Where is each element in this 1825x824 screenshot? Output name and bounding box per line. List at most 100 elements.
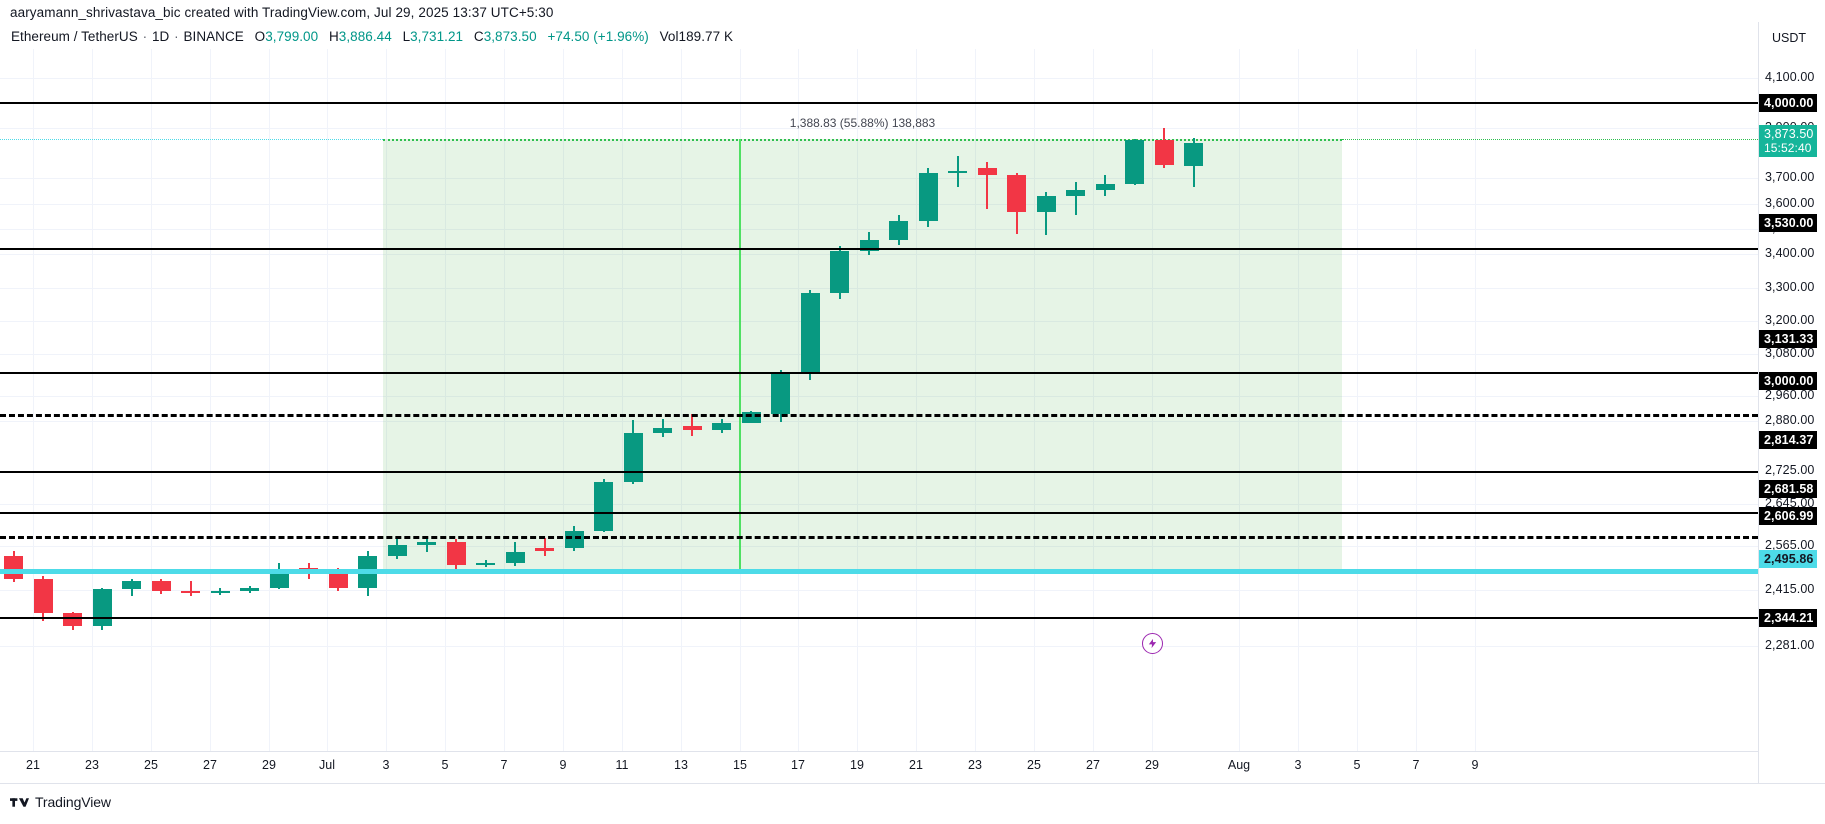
grid-line-horizontal (0, 421, 1758, 422)
grid-line-vertical (151, 49, 152, 751)
price-line-cyan[interactable] (0, 568, 1758, 574)
grid-line-vertical (1475, 49, 1476, 751)
candle-body (1095, 183, 1115, 191)
tradingview-logo[interactable]: TradingView (10, 794, 111, 810)
price-level-tag[interactable]: 2,814.37 (1759, 431, 1818, 449)
grid-line-vertical (1093, 49, 1094, 751)
chart-legend[interactable]: Ethereum / TetherUS · 1D · BINANCE O3,79… (11, 29, 733, 44)
candle-body (122, 581, 141, 590)
legend-symbol[interactable]: Ethereum / TetherUS (11, 29, 138, 44)
price-level-tag[interactable]: 2,495.86 (1759, 550, 1818, 568)
legend-sep-2: · (174, 29, 179, 44)
price-line-solid[interactable] (0, 248, 1758, 251)
price-line-solid[interactable] (0, 617, 1758, 619)
grid-line-vertical (857, 49, 858, 751)
price-axis[interactable]: USDT 4,100.003,900.003,700.003,600.003,5… (1758, 22, 1825, 824)
price-level-tag[interactable]: 2,681.58 (1759, 480, 1818, 498)
grid-line-horizontal (0, 204, 1758, 205)
grid-line-horizontal (0, 646, 1758, 647)
candle-body (151, 581, 171, 592)
time-tick-label: 23 (968, 758, 982, 772)
time-axis[interactable]: 21 23 25 27 29 Jul 3 5 7 9 11 13 15 17 19 21 23 25 27 29 Aug… (0, 751, 1758, 783)
time-tick-label: 3 (382, 758, 390, 772)
grid-line-horizontal (0, 590, 1758, 591)
price-tick-label: 2,725.00 (1765, 463, 1815, 477)
legend-exchange[interactable]: BINANCE (183, 29, 244, 44)
grid-line-vertical (1239, 49, 1240, 751)
candle-body (387, 544, 407, 556)
time-tick-label: 23 (85, 758, 99, 772)
candle-body (1066, 190, 1085, 197)
time-tick-label: 17 (791, 758, 805, 772)
time-tick-label: 21 (909, 758, 923, 772)
price-line-dashed[interactable] (0, 414, 1758, 418)
time-tick-label: 25 (1027, 758, 1041, 772)
legend-high-value: 3,886.44 (338, 29, 392, 44)
grid-line-vertical (1152, 49, 1153, 751)
time-tick-label: 27 (203, 758, 217, 772)
price-level-tag[interactable]: 4,000.00 (1759, 94, 1818, 112)
price-line-dashed[interactable] (0, 536, 1758, 540)
candle-wick (543, 538, 546, 556)
time-tick-label: 5 (441, 758, 449, 772)
price-level-tag[interactable]: 3,530.00 (1759, 214, 1818, 232)
price-level-tag[interactable]: 3,131.33 (1759, 330, 1818, 348)
candle-body (918, 172, 938, 222)
grid-line-vertical (1416, 49, 1417, 751)
time-tick-label: 21 (26, 758, 40, 772)
grid-line-vertical (681, 49, 682, 751)
time-tick-label: 29 (1145, 758, 1159, 772)
candle-body (948, 171, 967, 174)
candle-body (800, 292, 820, 373)
candle-body (210, 590, 230, 593)
grid-line-horizontal (0, 288, 1758, 289)
current-price-tag[interactable]: 3,873.50 15:52:40 (1759, 125, 1818, 157)
price-level-tag[interactable]: 2,344.21 (1759, 609, 1818, 627)
price-line-solid[interactable] (0, 512, 1758, 515)
legend-high: H3,886.44 (329, 29, 392, 44)
candle-body (1036, 196, 1056, 212)
candle-body (328, 569, 348, 589)
grid-line-vertical (327, 49, 328, 751)
measurement-rectangle[interactable] (383, 138, 1342, 571)
legend-high-label: H (328, 29, 339, 44)
grid-line-vertical (563, 49, 564, 751)
legend-open-value: 3,799.00 (265, 29, 319, 44)
price-level-tag[interactable]: 2,606.99 (1759, 507, 1818, 525)
grid-line-vertical (916, 49, 917, 751)
price-line-solid[interactable] (0, 372, 1758, 375)
candle-wick (1045, 191, 1047, 236)
legend-change: +74.50 (547, 29, 590, 44)
grid-line-vertical (975, 49, 976, 751)
price-line-solid[interactable] (0, 470, 1758, 473)
price-line-solid[interactable] (0, 102, 1758, 104)
grid-line-vertical (386, 49, 387, 751)
candle-body (269, 569, 289, 589)
candle-body (417, 541, 436, 545)
time-tick-label: 7 (500, 758, 508, 772)
candle-body (859, 239, 879, 251)
legend-low-label: L (402, 29, 411, 44)
legend-interval[interactable]: 1D (151, 29, 170, 44)
price-level-tag[interactable]: 3,000.00 (1759, 372, 1818, 390)
candle-body (446, 541, 466, 565)
grid-line-vertical (1034, 49, 1035, 751)
legend-open-label: O (254, 29, 266, 44)
candle-body (33, 578, 53, 614)
price-tick-label: 3,400.00 (1765, 246, 1815, 260)
bolt-icon[interactable] (1142, 633, 1163, 654)
grid-line-horizontal (0, 396, 1758, 397)
time-tick-label: Jul (319, 758, 335, 772)
candle-body (977, 168, 997, 175)
legend-low-value: 3,731.21 (410, 29, 464, 44)
legend-volume-value: 189.77 K (678, 29, 733, 44)
price-tick-label: 4,100.00 (1765, 70, 1815, 84)
chart-plot-area[interactable]: 1,388.83 (55.88%) 138,883 (0, 49, 1758, 751)
candle-body (92, 589, 112, 627)
currency-badge[interactable]: USDT (1772, 31, 1807, 45)
price-tick-label: 2,880.00 (1765, 413, 1815, 427)
candle-body (240, 588, 259, 591)
time-tick-label: 3 (1294, 758, 1302, 772)
candle-body (830, 250, 849, 293)
